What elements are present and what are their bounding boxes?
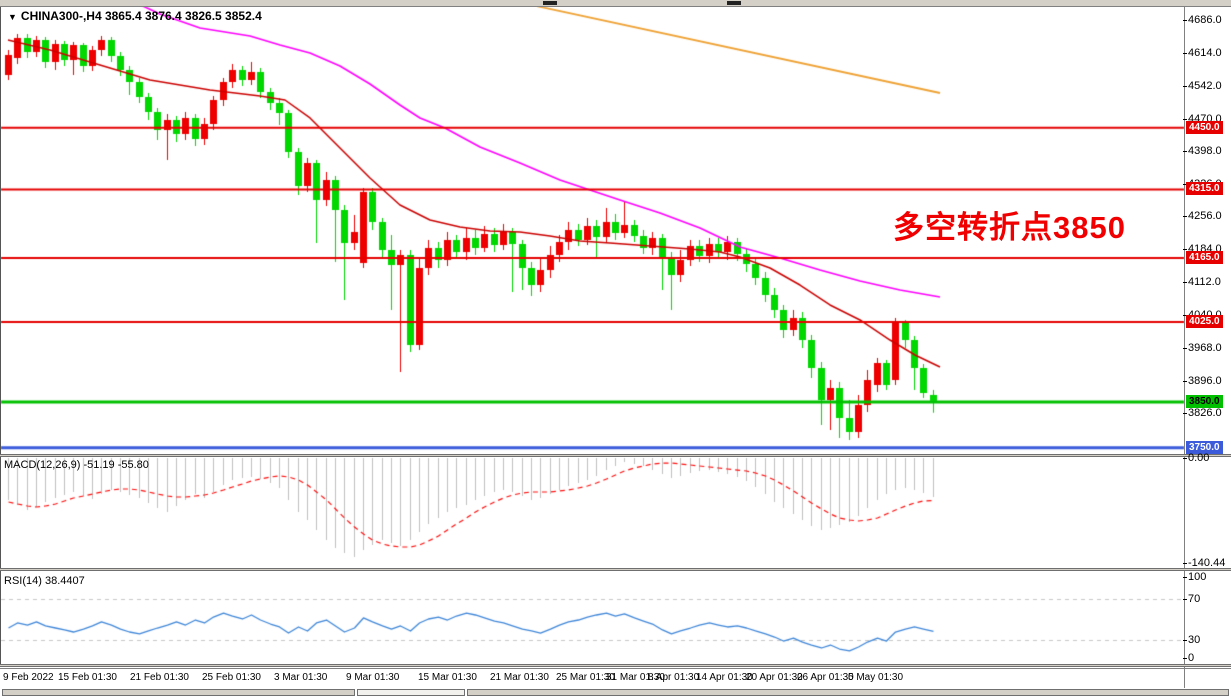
date-axis-line xyxy=(0,668,1231,669)
annotation-text: 多空转折点3850 xyxy=(893,210,1126,245)
rsi-axis-label: 70 xyxy=(1182,593,1201,605)
date-axis-label: 20 Apr 01:30 xyxy=(746,672,803,683)
price-axis-label: 3968.0 xyxy=(1183,342,1222,355)
top-border-mark xyxy=(727,1,741,5)
date-axis-label: 21 Feb 01:30 xyxy=(130,672,189,683)
price-level-badge: 4450.0 xyxy=(1186,120,1223,134)
price-axis-label: 4686.0 xyxy=(1183,13,1222,26)
date-axis-label: 3 Mar 01:30 xyxy=(274,672,328,683)
splitter-rsi-dates[interactable] xyxy=(0,664,1231,667)
splitter-macd-rsi[interactable] xyxy=(0,568,1231,571)
price-axis-label: 4542.0 xyxy=(1183,79,1222,92)
macd-axis-label: -140.44 xyxy=(1182,557,1226,569)
price-level-badge: 3750.0 xyxy=(1186,440,1223,454)
rsi-axis-label: 30 xyxy=(1182,634,1201,646)
price-axis-label: 4614.0 xyxy=(1183,46,1222,59)
window-top-border xyxy=(0,0,1231,7)
date-axis-label: 25 Feb 01:30 xyxy=(202,672,261,683)
price-axis-label: 4256.0 xyxy=(1183,210,1222,223)
top-border-mark xyxy=(543,1,557,5)
docked-window-edge[interactable] xyxy=(467,689,1229,696)
macd-axis-label: 0.00 xyxy=(1182,452,1210,464)
date-axis-label: 25 Mar 01:30 xyxy=(556,672,615,683)
price-level-badge: 3850.0 xyxy=(1186,395,1223,408)
price-axis-label: 3826.0 xyxy=(1183,406,1222,419)
date-axis-label: 21 Mar 01:30 xyxy=(490,672,549,683)
date-axis-label: 31 Mar 01:30 xyxy=(606,672,665,683)
date-axis-label: 15 Mar 01:30 xyxy=(418,672,477,683)
docked-window-edge[interactable] xyxy=(357,689,465,696)
splitter-main-macd[interactable] xyxy=(0,454,1231,457)
docked-window-edge[interactable] xyxy=(2,689,355,696)
date-axis-label: 8 Apr 01:30 xyxy=(648,672,700,683)
date-axis-label: 9 Mar 01:30 xyxy=(346,672,400,683)
symbol-title: ▼ CHINA300-,H4 3865.4 3876.4 3826.5 3852.… xyxy=(8,9,262,23)
pane-left-border xyxy=(0,7,1,667)
price-axis-label: 4112.0 xyxy=(1183,276,1221,289)
date-axis-label: 26 Apr 01:30 xyxy=(797,672,854,683)
rsi-axis-label: 0 xyxy=(1182,652,1195,664)
symbol-quote-text: CHINA300-,H4 3865.4 3876.4 3826.5 3852.4 xyxy=(20,9,262,23)
price-level-badge: 4025.0 xyxy=(1186,315,1223,328)
macd-indicator-label: MACD(12,26,9) -51.19 -55.80 xyxy=(4,459,149,471)
date-axis-label: 9 Feb 2022 xyxy=(3,672,54,683)
price-axis-separator xyxy=(1184,7,1185,688)
date-axis-label: 5 May 01:30 xyxy=(848,672,904,683)
date-axis-label: 14 Apr 01:30 xyxy=(696,672,753,683)
price-axis-label: 4398.0 xyxy=(1183,145,1222,158)
symbol-dropdown-icon[interactable]: ▼ xyxy=(8,12,17,22)
price-axis-label: 3896.0 xyxy=(1183,374,1222,387)
price-level-badge: 4165.0 xyxy=(1186,251,1223,264)
price-level-badge: 4315.0 xyxy=(1186,182,1223,196)
rsi-axis-label: 100 xyxy=(1182,571,1207,583)
rsi-indicator-label: RSI(14) 38.4407 xyxy=(4,575,85,587)
date-axis-label: 15 Feb 01:30 xyxy=(58,672,117,683)
